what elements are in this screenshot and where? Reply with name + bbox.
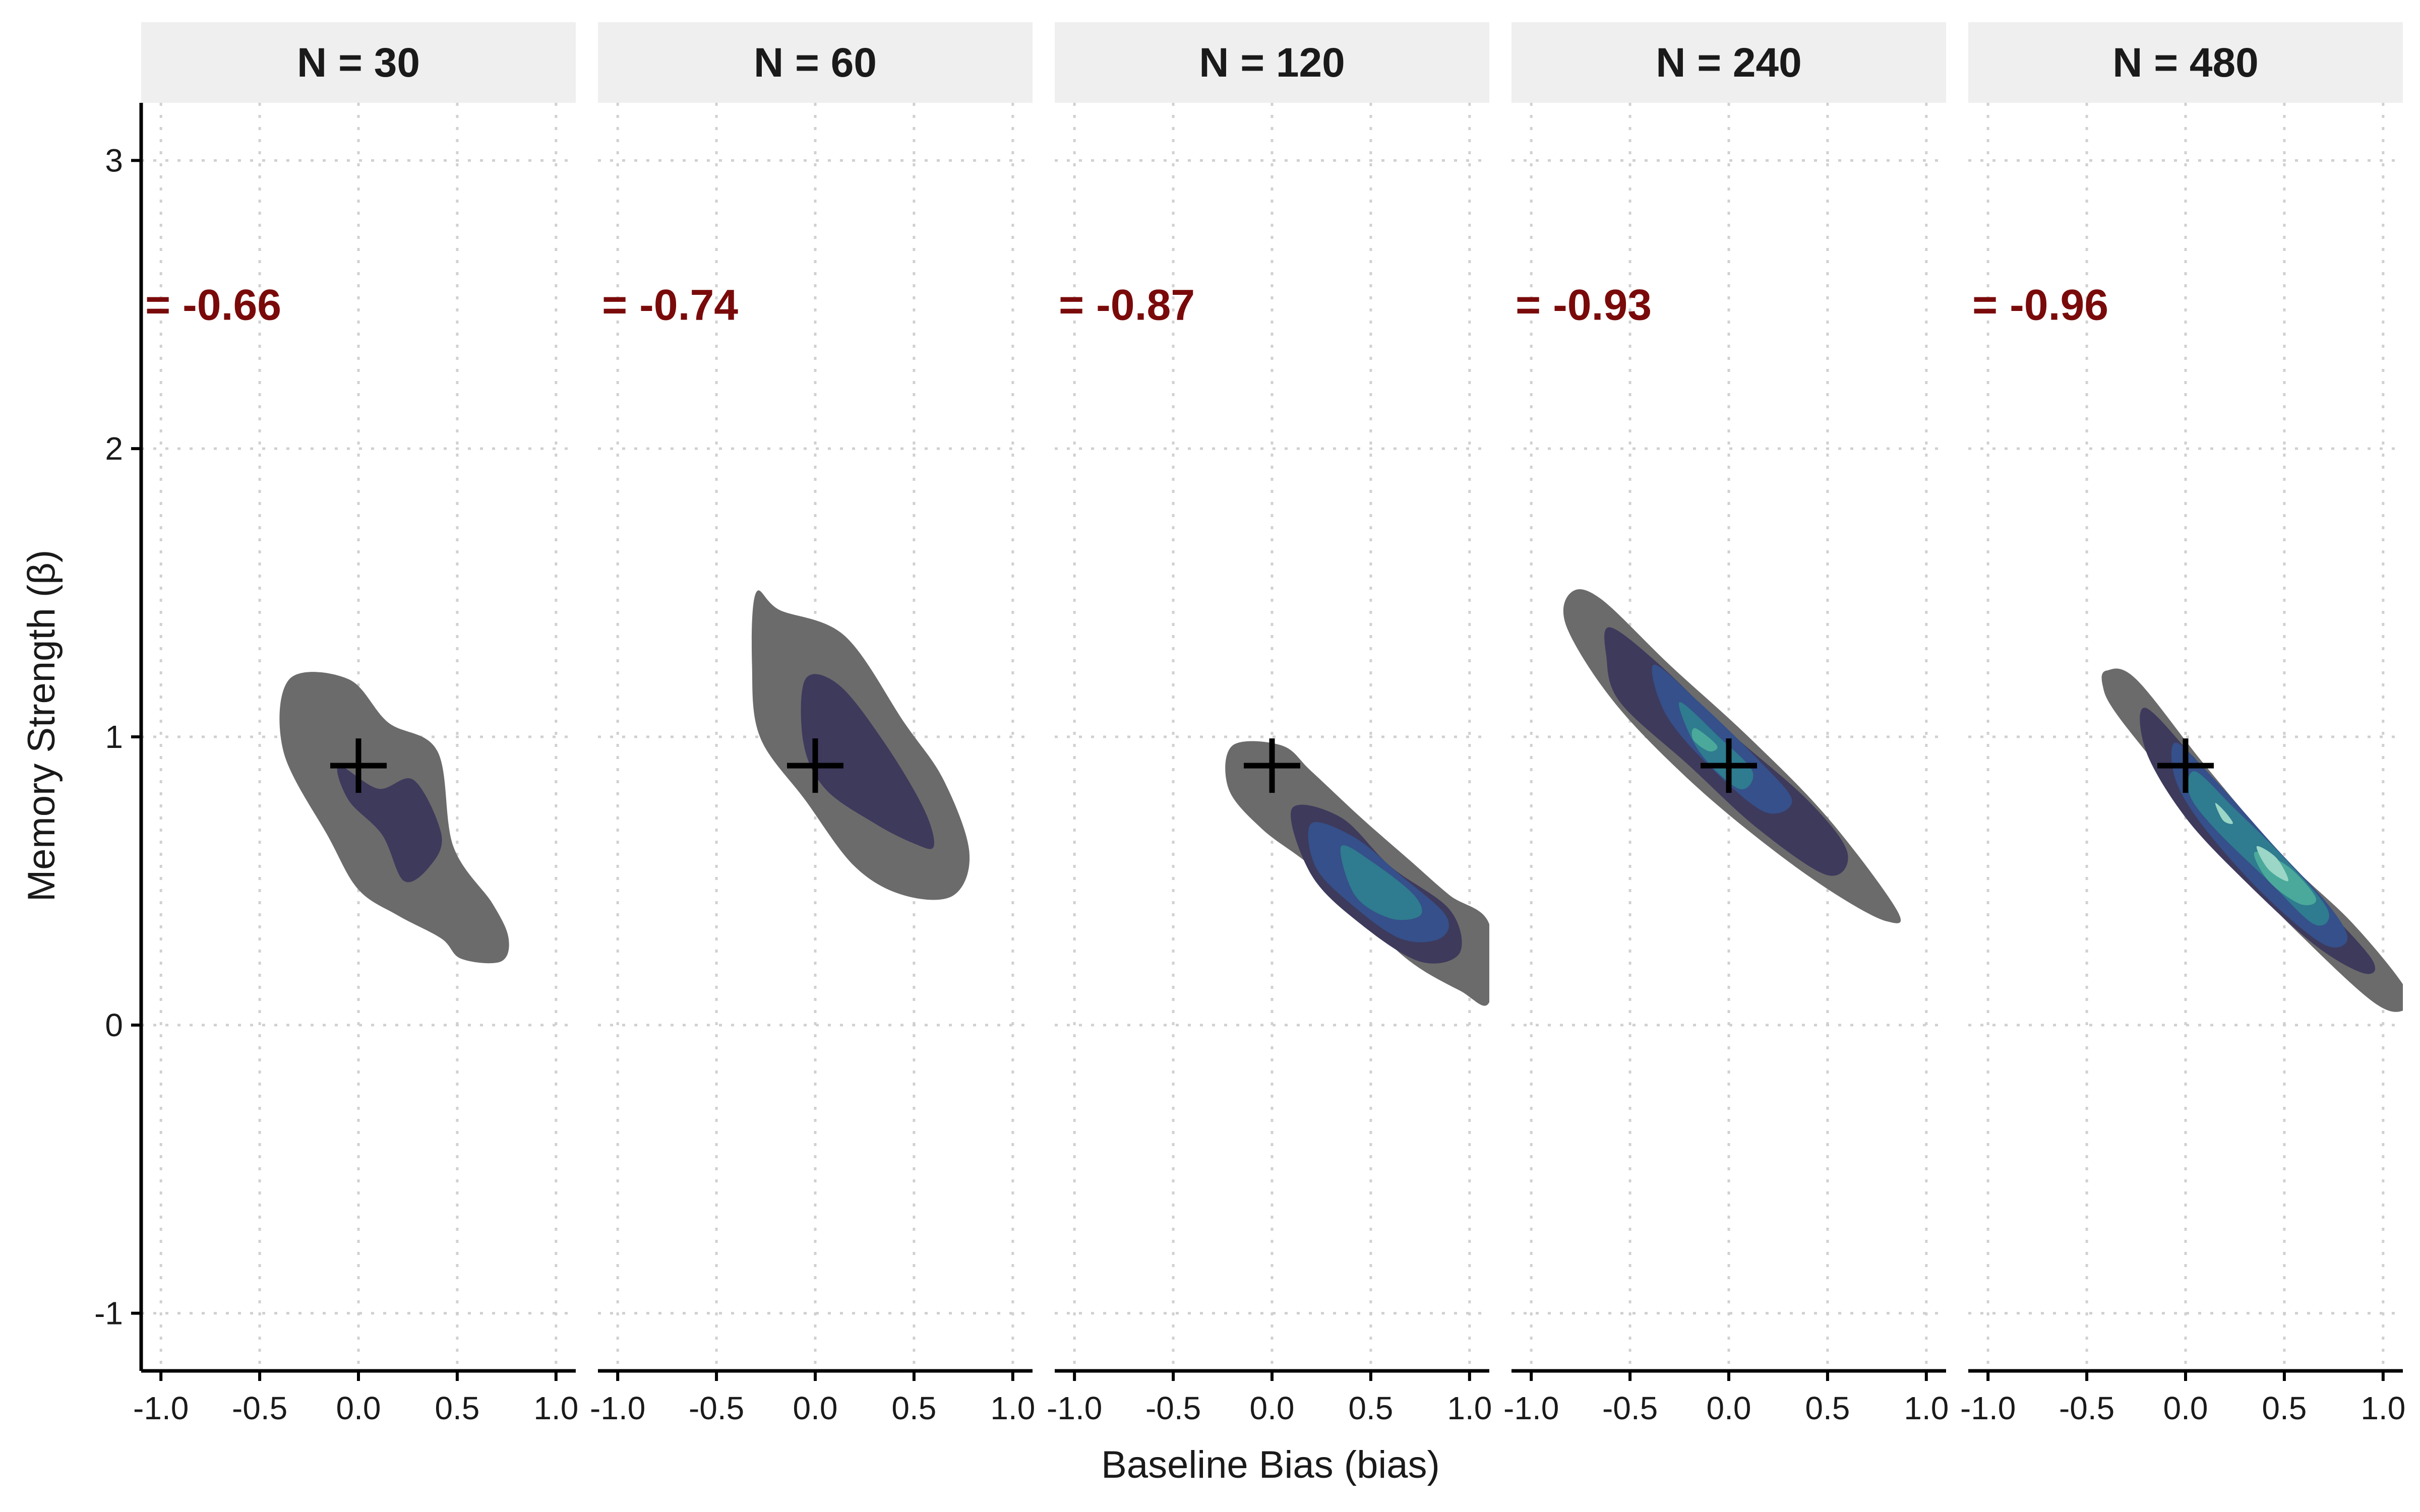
- panels-layer: N = 30 = -0.66 -1.0 -0.5 0.0 0.5 1.0 N = 60 = -0…: [133, 22, 2405, 1426]
- panel-2: N = 60 = -0.74 -1.0 -0.5 0.0 0.5 1.0: [590, 22, 1035, 1426]
- y-tick-label: -1: [94, 1295, 123, 1332]
- x-tick-label: 0.0: [1707, 1390, 1751, 1426]
- x-axis-title: Baseline Bias (bias): [1101, 1443, 1440, 1486]
- panel-5: N = 480 = -0.96 -1.0 -0.5 0.0 0.5 1.0: [1960, 22, 2405, 1426]
- x-tick-label: -1.0: [590, 1390, 645, 1426]
- correlation-label: = -0.74: [602, 281, 738, 329]
- strip-label: N = 120: [1199, 40, 1345, 86]
- correlation-label: = -0.96: [1972, 281, 2108, 329]
- strip-label: N = 60: [754, 40, 877, 86]
- x-tick-label: 0.5: [891, 1390, 936, 1426]
- true-value-marker: [1244, 738, 1300, 793]
- x-tick-label: 0.0: [1250, 1390, 1295, 1426]
- x-tick-label: 0.0: [2163, 1390, 2208, 1426]
- density-contours: [751, 590, 970, 900]
- y-tick-label: 0: [105, 1007, 123, 1043]
- true-value-marker: [330, 738, 387, 793]
- y-tick-label: 2: [105, 430, 123, 467]
- x-tick-label: 0.5: [1805, 1390, 1850, 1426]
- true-value-marker: [2157, 738, 2214, 793]
- x-tick-label: 1.0: [990, 1390, 1035, 1426]
- density-level-6: [2215, 803, 2233, 824]
- x-tick-label: -0.5: [1145, 1390, 1201, 1426]
- panel-1: N = 30 = -0.66 -1.0 -0.5 0.0 0.5 1.0: [133, 22, 578, 1426]
- true-value-marker: [1701, 738, 1757, 793]
- strip-background: [598, 22, 1033, 103]
- x-tick-label: 1.0: [533, 1390, 578, 1426]
- x-tick-label: -1.0: [1960, 1390, 2016, 1426]
- y-tick-label: 1: [105, 719, 123, 755]
- density-contours: [1563, 589, 1901, 923]
- x-tick-label: 1.0: [1904, 1390, 1949, 1426]
- correlation-label: = -0.93: [1516, 281, 1652, 329]
- strip-label: N = 480: [2112, 40, 2258, 86]
- x-tick-label: 0.5: [435, 1390, 479, 1426]
- x-tick-label: -0.5: [1602, 1390, 1658, 1426]
- y-axis: -1 0 1 2 3: [94, 103, 143, 1371]
- strip-background: [1055, 22, 1489, 103]
- strip-background: [1968, 22, 2403, 103]
- panel-3: N = 120 = -0.87 -1.0 -0.5 0.0 0.5 1.0: [1047, 22, 1492, 1426]
- density-level-2: [337, 765, 442, 883]
- x-tick-label: -1.0: [1047, 1390, 1102, 1426]
- density-level-6: [2256, 846, 2289, 881]
- x-tick-label: -0.5: [2059, 1390, 2114, 1426]
- density-level-5: [1691, 728, 1718, 751]
- correlation-label: = -0.66: [145, 281, 281, 329]
- x-tick-label: -1.0: [1503, 1390, 1559, 1426]
- correlation-label: = -0.87: [1059, 281, 1195, 329]
- y-tick-label: 3: [105, 142, 123, 178]
- density-contours: [279, 672, 509, 964]
- x-tick-label: -0.5: [689, 1390, 744, 1426]
- x-tick-label: -0.5: [232, 1390, 287, 1426]
- density-level-3: [1652, 664, 1792, 814]
- strip-label: N = 30: [297, 40, 420, 86]
- density-level-2: [801, 674, 934, 849]
- panel-4: N = 240 = -0.93 -1.0 -0.5 0.0 0.5 1.0: [1503, 22, 1949, 1426]
- x-tick-label: -1.0: [133, 1390, 189, 1426]
- density-level-4: [1340, 845, 1422, 920]
- true-value-marker: [787, 738, 843, 793]
- density-contours: [2101, 668, 2403, 1012]
- strip-label: N = 240: [1656, 40, 1801, 86]
- x-tick-label: 0.5: [1348, 1390, 1393, 1426]
- x-tick-label: 1.0: [2361, 1390, 2405, 1426]
- x-tick-label: 0.5: [2262, 1390, 2307, 1426]
- x-tick-label: 1.0: [1447, 1390, 1492, 1426]
- strip-background: [1511, 22, 1946, 103]
- y-axis-title: Memory Strength (β): [20, 550, 63, 902]
- x-tick-label: 0.0: [336, 1390, 381, 1426]
- strip-background: [141, 22, 576, 103]
- density-contours: [1225, 741, 1489, 1006]
- x-tick-label: 0.0: [793, 1390, 838, 1426]
